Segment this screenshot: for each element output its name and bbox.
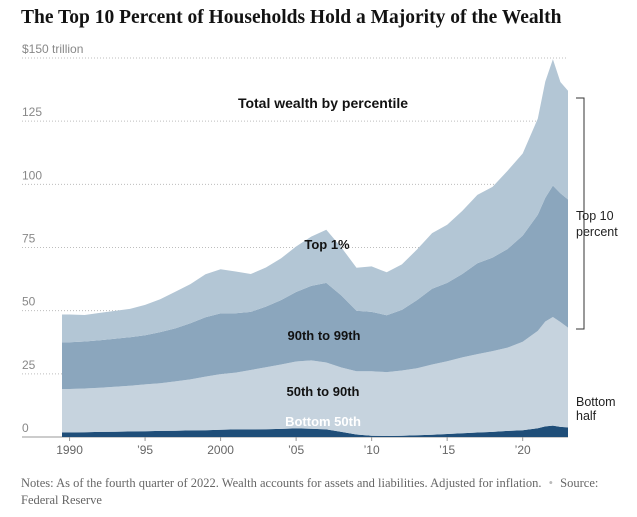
y-axis: 0 25 50 75 100 125 $150 trillion [22,42,83,435]
y-tick-label: 125 [22,105,42,119]
top10-annotation: Top 10 percent [576,209,618,239]
y-tick-label: 50 [22,295,36,309]
x-tick-label: ’95 [137,443,153,457]
x-tick-label: ’05 [288,443,304,457]
series-label-50-90: 50th to 90th [287,384,360,399]
area-50-to-90 [62,317,568,436]
y-tick-label: $150 trillion [22,42,83,56]
series-label-90-99: 90th to 99th [288,328,361,343]
y-tick-label: 75 [22,232,36,246]
x-axis: 1990 ’95 2000 ’05 ’10 ’15 ’20 [56,437,531,457]
chart-notes: Notes: As of the fourth quarter of 2022.… [21,475,621,509]
x-tick-label: ’20 [515,443,531,457]
source-text: Source: Federal Reserve [21,476,599,507]
x-tick-label: 1990 [56,443,83,457]
bottom-half-annotation: Bottom half [576,395,619,423]
notes-text: Notes: As of the fourth quarter of 2022.… [21,476,542,490]
area-bottom-50 [62,425,568,437]
x-tick-label: ’15 [439,443,455,457]
y-tick-label: 0 [22,421,29,435]
chart-headline: The Top 10 Percent of Households Hold a … [21,7,562,28]
area-series [62,59,568,437]
x-tick-label: 2000 [207,443,234,457]
area-top-1 [62,59,568,343]
series-label-top1: Top 1% [304,237,350,252]
area-90-to-99 [62,185,568,389]
separator-dot: • [548,476,554,490]
top10-bracket [576,97,585,330]
x-tick-label: ’10 [364,443,380,457]
y-tick-label: 25 [22,358,36,372]
stacked-area-chart: 0 25 50 75 100 125 $150 trillion 1990 ’95 2000 ’0… [22,42,619,457]
series-label-bottom50: Bottom 50th [285,414,361,429]
y-tick-label: 100 [22,168,42,182]
chart-title: Total wealth by percentile [238,95,408,111]
